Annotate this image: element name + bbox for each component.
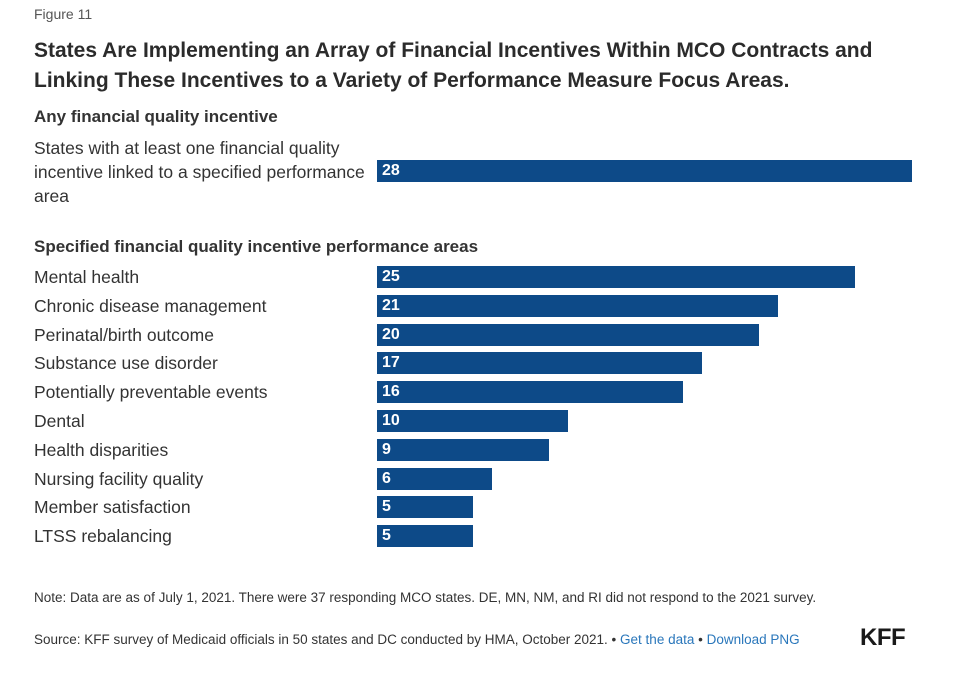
bar: [377, 381, 683, 404]
kff-logo: KFF: [860, 624, 906, 651]
bar-value-label: 6: [382, 469, 391, 487]
bar-value-label: 21: [382, 296, 400, 314]
category-label: Health disparities: [34, 439, 169, 460]
bar-value-label: 17: [382, 354, 400, 372]
section-heading: Specified financial quality incentive pe…: [34, 237, 479, 256]
chart-note: Note: Data are as of July 1, 2021. There…: [34, 590, 817, 605]
separator-dot: •: [698, 632, 703, 647]
bar: [377, 160, 912, 182]
source-text: Source: KFF survey of Medicaid officials…: [34, 632, 608, 647]
bar-value-label: 5: [382, 498, 391, 516]
category-label: Perinatal/birth outcome: [34, 324, 214, 345]
bar: [377, 294, 779, 317]
get-the-data-link[interactable]: Get the data: [620, 632, 695, 647]
bar: [377, 438, 549, 461]
bar-value-label: 28: [382, 162, 400, 179]
bar: [377, 410, 569, 432]
bar-value-label: 25: [382, 268, 400, 285]
figure-label: Figure 11: [34, 6, 93, 22]
chart-title: States Are Implementing an Array of Fina…: [34, 39, 873, 92]
bar: [377, 467, 492, 490]
category-label: Dental: [34, 411, 85, 431]
category-label: Mental health: [34, 267, 140, 287]
bar: [377, 352, 702, 375]
category-label: Nursing facility quality: [34, 468, 204, 489]
separator-dot: •: [611, 632, 617, 647]
category-label: Substance use disorder: [34, 353, 218, 374]
category-label: Member satisfaction: [34, 497, 191, 518]
bar: [377, 323, 760, 346]
download-png-link[interactable]: Download PNG: [706, 632, 800, 647]
bar-value-label: 5: [382, 527, 391, 545]
bar: [377, 496, 473, 519]
chart-source: Source: KFF survey of Medicaid officials…: [34, 630, 800, 649]
category-label: States with at least one financial quali…: [34, 138, 365, 206]
bar-value-label: 20: [382, 325, 400, 343]
section-heading: Any financial quality incentive: [34, 107, 278, 126]
category-label: Potentially preventable events: [34, 382, 268, 403]
category-label: Chronic disease management: [34, 295, 267, 316]
category-label: LTSS rebalancing: [34, 526, 172, 547]
bar: [377, 266, 855, 288]
bar-value-label: 10: [382, 412, 400, 429]
bar: [377, 525, 473, 548]
bar-value-label: 16: [382, 383, 400, 401]
bar-value-label: 9: [382, 440, 391, 458]
